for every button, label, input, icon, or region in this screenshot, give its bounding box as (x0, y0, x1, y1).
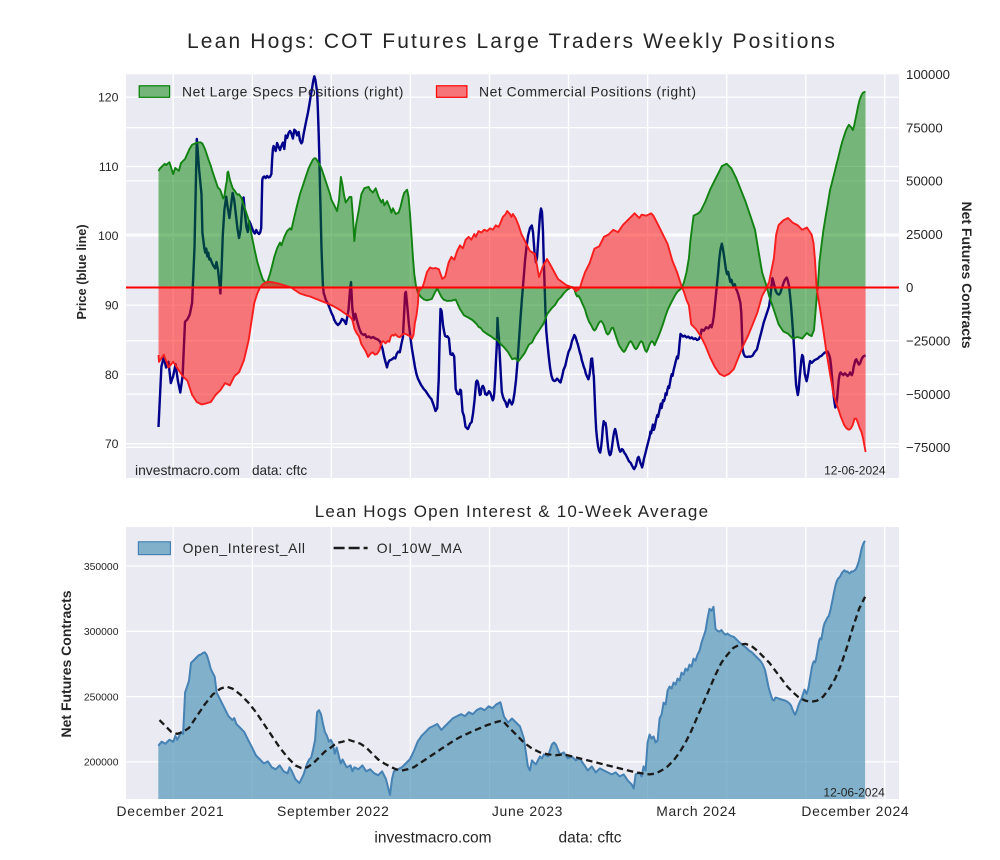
svg-text:Lean Hogs Open Interest & 10-W: Lean Hogs Open Interest & 10-Week Averag… (315, 502, 709, 521)
svg-text:September 2022: September 2022 (277, 803, 390, 819)
svg-text:12-06-2024: 12-06-2024 (824, 464, 886, 478)
svg-text:investmacro.com: investmacro.com (135, 462, 240, 478)
svg-text:90: 90 (105, 299, 119, 313)
svg-text:Net Futures Contracts: Net Futures Contracts (58, 590, 74, 737)
svg-text:Price (blue line): Price (blue line) (74, 224, 89, 319)
svg-text:80: 80 (105, 368, 119, 382)
svg-text:50000: 50000 (906, 174, 943, 189)
svg-text:70: 70 (105, 437, 119, 451)
svg-text:350000: 350000 (84, 562, 119, 573)
svg-text:−75000: −75000 (906, 440, 950, 455)
svg-text:data: cftc: data: cftc (559, 830, 622, 847)
svg-text:110: 110 (99, 160, 119, 174)
svg-text:300000: 300000 (84, 627, 119, 638)
svg-text:0: 0 (906, 280, 913, 295)
svg-text:200000: 200000 (84, 758, 119, 769)
svg-text:25000: 25000 (906, 227, 943, 242)
svg-text:100000: 100000 (906, 67, 950, 82)
svg-text:Net Large Specs Positions (rig: Net Large Specs Positions (right) (182, 83, 404, 99)
svg-text:Lean Hogs: COT Futures Large T: Lean Hogs: COT Futures Large Traders Wee… (187, 30, 837, 53)
svg-text:75000: 75000 (906, 120, 943, 135)
svg-text:December 2024: December 2024 (801, 803, 909, 819)
svg-text:Open_Interest_All: Open_Interest_All (183, 540, 306, 556)
svg-text:June 2023: June 2023 (492, 803, 563, 819)
svg-text:data: cftc: data: cftc (252, 463, 307, 478)
svg-text:Net Futures Contracts: Net Futures Contracts (959, 201, 975, 348)
svg-text:investmacro.com: investmacro.com (374, 830, 491, 847)
svg-text:−50000: −50000 (906, 387, 950, 402)
svg-text:March 2024: March 2024 (656, 803, 736, 819)
svg-text:250000: 250000 (84, 692, 119, 703)
svg-text:100: 100 (98, 229, 119, 243)
svg-text:OI_10W_MA: OI_10W_MA (377, 540, 463, 556)
svg-text:−25000: −25000 (906, 334, 950, 349)
svg-text:Net Commercial Positions (righ: Net Commercial Positions (right) (479, 83, 697, 99)
svg-text:12-06-2024: 12-06-2024 (823, 786, 885, 800)
svg-text:120: 120 (98, 91, 119, 105)
svg-text:December 2021: December 2021 (117, 803, 225, 819)
